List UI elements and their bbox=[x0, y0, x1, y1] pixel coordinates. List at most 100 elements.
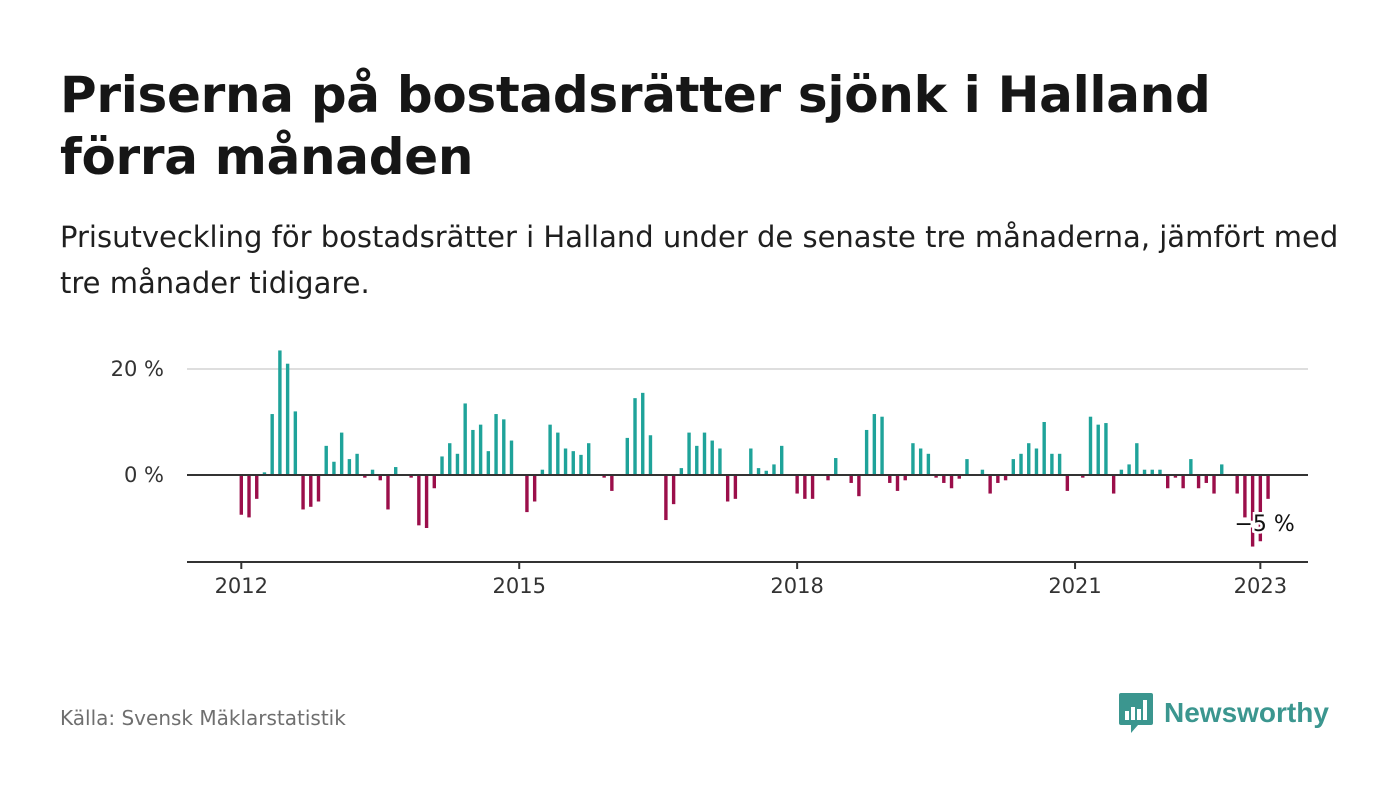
source-note: Källa: Svensk Mäklarstatistik bbox=[60, 706, 346, 730]
bar bbox=[355, 453, 359, 475]
bar bbox=[803, 475, 807, 499]
bar bbox=[432, 475, 436, 489]
bar bbox=[926, 453, 931, 475]
bar bbox=[1019, 453, 1023, 475]
bar bbox=[733, 475, 738, 499]
bar bbox=[1027, 443, 1031, 475]
bar bbox=[872, 414, 877, 475]
chart-title: Priserna på bostadsrätter sjönk i Hallan… bbox=[60, 66, 1211, 186]
bar bbox=[1150, 469, 1154, 475]
bar bbox=[1081, 475, 1085, 478]
bar bbox=[1158, 469, 1162, 475]
bar bbox=[316, 475, 321, 502]
bar bbox=[417, 475, 421, 526]
bar bbox=[1096, 424, 1100, 475]
bar bbox=[1258, 475, 1263, 542]
bar bbox=[1065, 475, 1070, 491]
bar bbox=[494, 414, 498, 475]
bar bbox=[448, 443, 452, 475]
bar bbox=[834, 458, 838, 475]
bar bbox=[1181, 475, 1185, 489]
bar bbox=[864, 429, 869, 475]
bar bbox=[270, 414, 274, 475]
bar bbox=[1111, 475, 1116, 494]
bar bbox=[725, 475, 730, 502]
bar bbox=[301, 475, 305, 510]
bar bbox=[695, 445, 699, 475]
bar bbox=[262, 472, 267, 475]
bar bbox=[563, 448, 568, 475]
bar bbox=[278, 350, 282, 475]
bar bbox=[1003, 475, 1008, 481]
bar bbox=[1173, 475, 1178, 478]
bar bbox=[285, 363, 290, 475]
bar bbox=[764, 470, 768, 475]
bar-chart-speech-bubble-icon bbox=[1119, 693, 1153, 733]
bar bbox=[1189, 459, 1193, 475]
axis-layer bbox=[187, 474, 1308, 569]
bar bbox=[239, 475, 243, 515]
bar bbox=[556, 432, 560, 475]
bar bbox=[648, 435, 653, 475]
x-tick-label: 2018 bbox=[770, 574, 823, 598]
bar bbox=[1212, 475, 1216, 494]
y-tick-label: 20 % bbox=[111, 357, 164, 381]
bar bbox=[370, 469, 375, 475]
bar bbox=[957, 475, 961, 479]
bar bbox=[1011, 459, 1015, 475]
bar bbox=[540, 469, 545, 475]
bar bbox=[1266, 475, 1270, 499]
bar bbox=[664, 475, 668, 521]
bar bbox=[347, 459, 352, 475]
annotation-label: −5 % bbox=[1234, 512, 1294, 537]
bar bbox=[509, 440, 514, 475]
bar bbox=[409, 475, 413, 478]
bar bbox=[687, 432, 691, 475]
bar bbox=[1050, 453, 1054, 475]
brand-name: Newsworthy bbox=[1164, 697, 1329, 728]
bar bbox=[895, 475, 900, 491]
bar bbox=[1127, 464, 1131, 475]
newsworthy-logo[interactable]: Newsworthy bbox=[1118, 690, 1329, 736]
bar bbox=[579, 454, 583, 475]
bar bbox=[1042, 422, 1046, 475]
bar bbox=[332, 461, 336, 475]
bar bbox=[378, 475, 382, 481]
bar bbox=[942, 475, 946, 483]
labels-layer: 0 % 20 % 2012 2015 2018 2021 2023 −5 % bbox=[111, 357, 1298, 598]
bar bbox=[702, 432, 707, 475]
bar bbox=[888, 475, 892, 483]
bar bbox=[548, 424, 552, 475]
bar bbox=[911, 443, 915, 475]
bar bbox=[610, 475, 614, 491]
bar bbox=[455, 453, 460, 475]
bar bbox=[918, 448, 923, 475]
bar bbox=[386, 475, 390, 510]
bar bbox=[255, 475, 259, 499]
bar bbox=[849, 475, 853, 483]
bar bbox=[1142, 469, 1147, 475]
bar bbox=[1220, 464, 1224, 475]
bar bbox=[857, 475, 861, 497]
bar bbox=[1119, 469, 1124, 475]
bar bbox=[772, 464, 776, 475]
bar bbox=[293, 411, 298, 475]
bar bbox=[1104, 423, 1108, 475]
bar bbox=[440, 456, 444, 475]
bar bbox=[641, 392, 645, 475]
bar bbox=[1057, 453, 1062, 475]
bar bbox=[749, 448, 753, 475]
bar bbox=[309, 475, 313, 507]
bar bbox=[795, 475, 799, 494]
chart-subtitle: Prisutveckling för bostadsrätter i Halla… bbox=[60, 220, 1339, 300]
bar bbox=[718, 448, 722, 475]
bar bbox=[1250, 475, 1255, 547]
bar bbox=[463, 403, 467, 475]
bar bbox=[602, 475, 606, 478]
bar bbox=[394, 467, 398, 475]
bar bbox=[1204, 475, 1208, 483]
bar bbox=[996, 475, 1000, 483]
bar bbox=[903, 475, 907, 481]
bar bbox=[679, 468, 684, 475]
bar-chart: 0 % 20 % 2012 2015 2018 2021 2023 −5 % bbox=[111, 350, 1308, 598]
